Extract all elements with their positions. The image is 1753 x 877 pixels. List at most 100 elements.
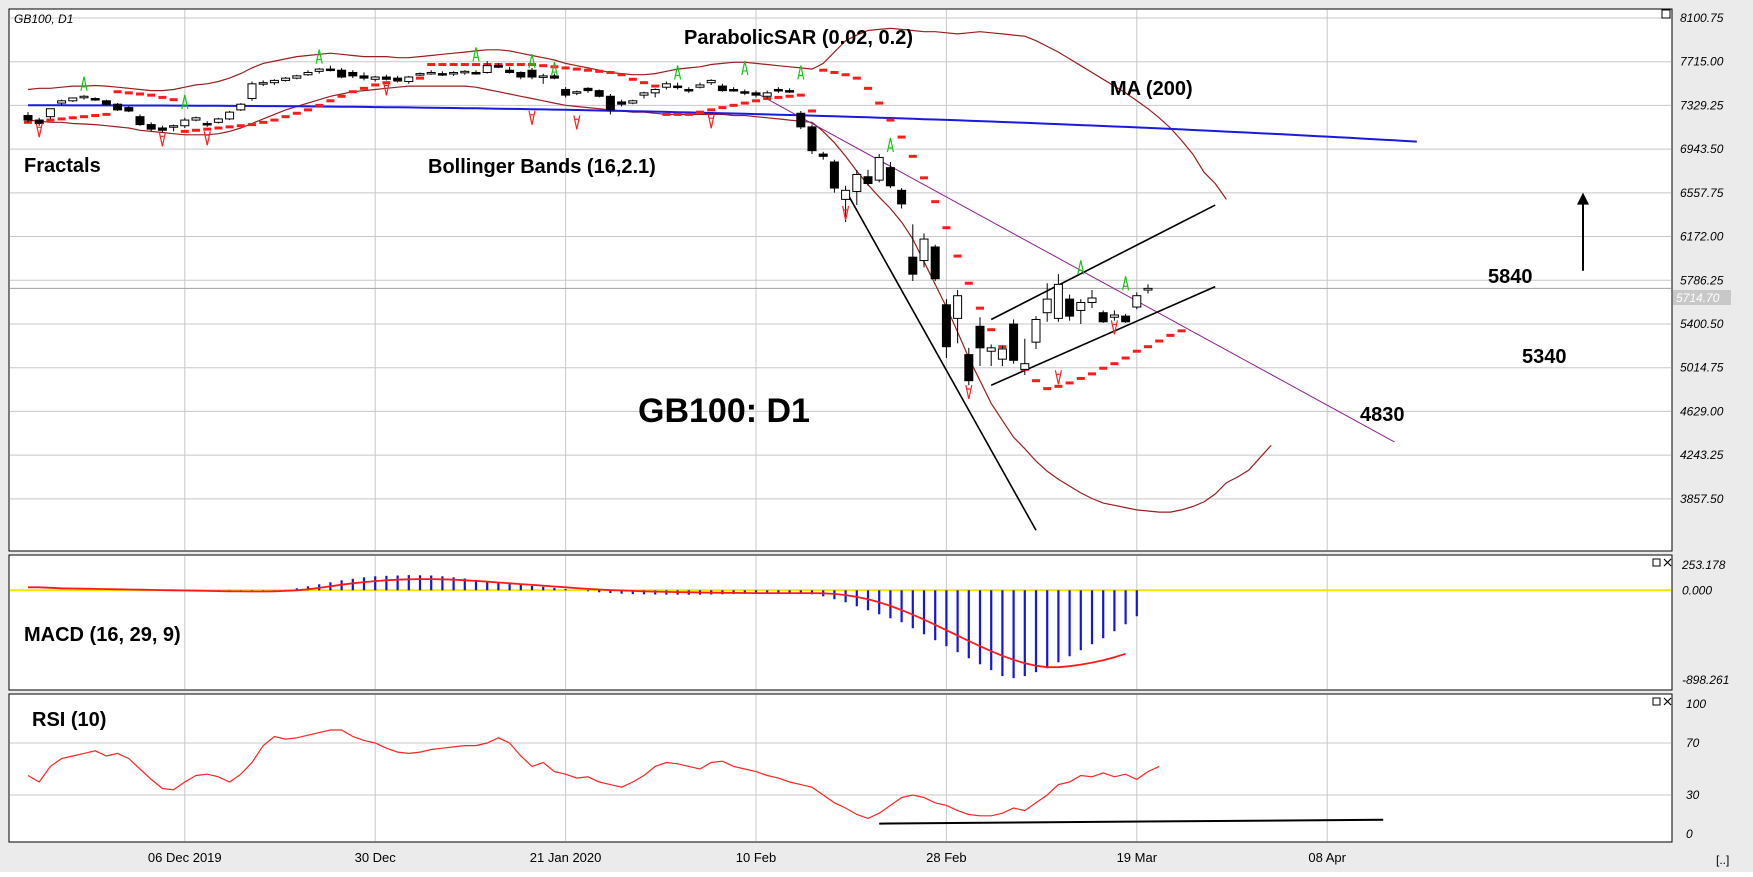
candle-body-down bbox=[773, 88, 783, 92]
candle-body-up bbox=[482, 65, 492, 73]
candle-body-up bbox=[1020, 363, 1030, 370]
maximize-icon[interactable] bbox=[1661, 9, 1671, 19]
candle-body-up bbox=[874, 156, 884, 181]
candle-body-up bbox=[258, 82, 268, 85]
candle bbox=[68, 97, 78, 102]
price-tick-label: 6557.75 bbox=[1680, 186, 1724, 200]
fractal-down-icon bbox=[382, 81, 390, 96]
candle bbox=[695, 82, 705, 89]
candle-body-down bbox=[527, 69, 537, 78]
candle-body-down bbox=[359, 75, 369, 79]
candle bbox=[45, 108, 55, 119]
x-tick-label: 30 Dec bbox=[355, 850, 397, 865]
candle bbox=[471, 70, 481, 75]
candle bbox=[191, 116, 201, 122]
candle bbox=[807, 124, 817, 155]
price-tick-label: 8100.75 bbox=[1680, 11, 1724, 25]
candle bbox=[381, 74, 391, 81]
candle bbox=[169, 124, 179, 132]
candle bbox=[561, 87, 571, 98]
candle-body-up bbox=[247, 83, 257, 100]
macd-window-buttons[interactable] bbox=[1652, 558, 1672, 567]
candle bbox=[941, 299, 951, 359]
candle bbox=[852, 169, 862, 206]
candle-body-down bbox=[908, 256, 918, 275]
candle-body-down bbox=[684, 88, 694, 92]
candle-body-up bbox=[1132, 295, 1142, 308]
scroll-indicator[interactable]: [..] bbox=[1716, 853, 1729, 867]
candle-body-up bbox=[706, 79, 716, 84]
candle-body-down bbox=[90, 98, 100, 101]
price-tick-label: 7329.25 bbox=[1680, 98, 1724, 112]
x-axis-labels: 06 Dec 2019 30 Dec 21 Jan 2020 10 Feb 28 Feb… bbox=[148, 850, 1347, 865]
candle bbox=[729, 87, 739, 92]
candle bbox=[124, 106, 134, 113]
candle-body-down bbox=[101, 100, 111, 105]
candle-body-down bbox=[829, 161, 839, 189]
candle-body-down bbox=[617, 101, 627, 105]
rsi-tick-label: 100 bbox=[1686, 697, 1706, 711]
candle bbox=[751, 90, 761, 98]
fractal-up-icon bbox=[181, 94, 189, 110]
candle bbox=[57, 99, 67, 106]
price-tick-label: 4243.25 bbox=[1680, 448, 1724, 462]
fractal-down-icon bbox=[1110, 320, 1118, 335]
rsi-window-buttons[interactable] bbox=[1652, 697, 1672, 706]
candle bbox=[1132, 292, 1142, 310]
candle-body-down bbox=[1065, 298, 1075, 317]
candle-body-down bbox=[1098, 312, 1108, 323]
candle-body-up bbox=[628, 100, 638, 104]
candle-body-up bbox=[303, 71, 313, 76]
candle bbox=[583, 87, 593, 93]
macd-label: MACD (16, 29, 9) bbox=[24, 624, 181, 646]
candle-body-up bbox=[1031, 319, 1041, 343]
candle bbox=[874, 154, 884, 183]
candle bbox=[1121, 313, 1131, 323]
candle bbox=[885, 161, 895, 189]
candle bbox=[90, 97, 100, 101]
rsi-line bbox=[27, 729, 1160, 820]
candle-body-up bbox=[919, 238, 929, 262]
candle-body-down bbox=[1009, 323, 1019, 361]
trendline-down-black bbox=[844, 189, 1037, 531]
candle-body-down bbox=[796, 112, 806, 128]
fractal-down-icon bbox=[203, 131, 211, 146]
candle-body-up bbox=[997, 348, 1007, 360]
price-tick-label: 7715.00 bbox=[1680, 55, 1724, 69]
candle bbox=[639, 91, 649, 99]
candle bbox=[1009, 319, 1019, 364]
level-4830-label: 4830 bbox=[1360, 404, 1405, 426]
candle-body-down bbox=[505, 69, 515, 73]
fractal-down-icon bbox=[965, 384, 973, 400]
candle bbox=[370, 75, 380, 82]
trendline-channel-upper bbox=[990, 204, 1216, 321]
candle-body-down bbox=[34, 119, 44, 124]
candle-body-up bbox=[180, 119, 190, 127]
fractal-down-icon bbox=[842, 205, 850, 221]
candle-body-down bbox=[605, 95, 615, 111]
candle bbox=[762, 90, 772, 99]
candle-body-down bbox=[381, 76, 391, 80]
candle bbox=[841, 185, 851, 223]
candle bbox=[258, 80, 268, 87]
price-tick-label: 3857.50 bbox=[1680, 492, 1724, 506]
moving-average bbox=[28, 104, 1417, 143]
candle-body-down bbox=[785, 90, 795, 93]
parabolic-sar-label: ParabolicSAR (0.02, 0.2) bbox=[684, 27, 913, 49]
candle-body-up bbox=[79, 95, 89, 99]
fractal-up-icon bbox=[472, 47, 480, 62]
candle bbox=[482, 61, 492, 74]
candle bbox=[516, 71, 526, 80]
grid bbox=[10, 10, 1671, 841]
bollinger-bands bbox=[27, 27, 1272, 513]
candle-body-up bbox=[236, 103, 246, 111]
x-tick-label: 06 Dec 2019 bbox=[148, 850, 222, 865]
candle bbox=[986, 344, 996, 366]
level-5840-label: 5840 bbox=[1488, 266, 1533, 288]
candle bbox=[953, 290, 963, 344]
candle-body-up bbox=[460, 70, 470, 74]
candle bbox=[930, 244, 940, 281]
candle-body-down bbox=[337, 69, 347, 78]
up-arrow bbox=[1577, 192, 1589, 271]
candle-body-down bbox=[493, 65, 503, 68]
